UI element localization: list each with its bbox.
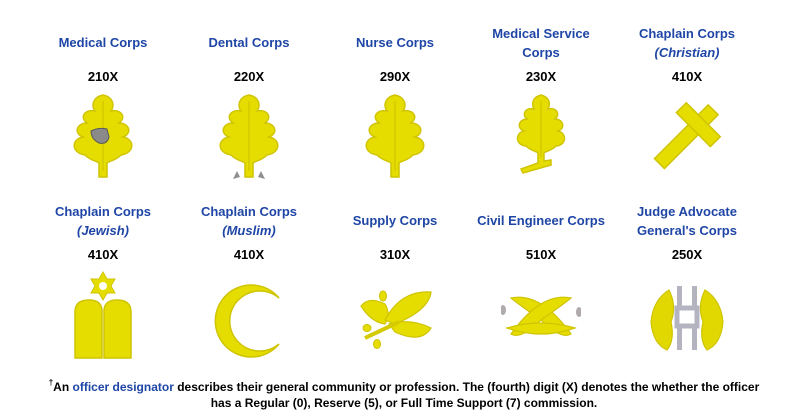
corps-title: Medical Service (492, 26, 590, 41)
designator-code: 230X (525, 69, 557, 84)
corps-title: Dental Corps (208, 35, 290, 50)
designator-code: 210X (87, 69, 119, 84)
corps-title: Nurse Corps (355, 35, 435, 50)
designator-code: 410X (87, 247, 119, 262)
corps-card-nurse: Nurse Corps 290X (320, 33, 470, 178)
designator-code: 410X (233, 247, 265, 262)
corps-title-line2: General's Corps (637, 223, 737, 238)
mill-rind-oak-leaves-insignia-icon (647, 270, 727, 360)
corps-card-medical: Medical Corps 210X (28, 33, 178, 178)
corps-title: Civil Engineer Corps (477, 213, 605, 228)
oak-leaf-insignia-icon (355, 91, 435, 181)
designator-code: 220X (233, 69, 265, 84)
latin-cross-insignia-icon (647, 91, 727, 181)
footnote-line-2: has a Regular (0), Reserve (5), or Full … (210, 396, 598, 410)
corps-title: Chaplain Corps (54, 204, 152, 219)
corps-subtitle: (Muslim) (222, 223, 276, 238)
oak-leaf-acorns-insignia-icon (209, 91, 289, 181)
corps-card-civil-engineer: Civil Engineer Corps 510X (466, 211, 616, 336)
oak-leaf-twig-insignia-icon (501, 91, 581, 181)
corps-card-chaplain-christian: Chaplain Corps (Christian) 410X (612, 24, 762, 170)
footnote-prefix: An (53, 380, 73, 394)
corps-title: Chaplain Corps (638, 26, 736, 41)
tablets-star-of-david-insignia-icon (63, 270, 143, 360)
designator-code: 250X (671, 247, 703, 262)
corps-title: Chaplain Corps (200, 204, 298, 219)
dagger-mark: † (48, 378, 54, 387)
crescent-insignia-icon (209, 270, 289, 360)
footnote-line-1: †An officer designator describes their g… (0, 379, 808, 395)
corps-card-medical-service: Medical Service Corps 230X (466, 24, 616, 174)
designator-code: 410X (671, 69, 703, 84)
corps-title: Supply Corps (352, 213, 438, 228)
designator-code: 510X (525, 247, 557, 262)
corps-card-judge-advocate-general: Judge Advocate General's Corps 250X (612, 202, 762, 351)
corps-card-supply: Supply Corps 310X (320, 211, 470, 349)
oak-leaf-acorn-insignia-icon (63, 91, 143, 181)
corps-title-line2: Corps (522, 45, 560, 60)
corps-card-chaplain-jewish: Chaplain Corps (Jewish) 410X (28, 202, 178, 359)
corps-title: Medical Corps (58, 35, 148, 50)
officer-designator-link[interactable]: officer designator (72, 380, 174, 394)
corps-card-dental: Dental Corps 220X (174, 33, 324, 179)
oak-sprig-acorns-insignia-icon (355, 270, 435, 360)
designator-code: 310X (379, 247, 411, 262)
designator-code: 290X (379, 69, 411, 84)
crossed-oak-sprigs-insignia-icon (501, 270, 581, 360)
corps-card-chaplain-muslim: Chaplain Corps (Muslim) 410X (174, 202, 324, 358)
corps-subtitle: (Jewish) (76, 223, 129, 238)
corps-title: Judge Advocate (637, 204, 737, 219)
footnote: †An officer designator describes their g… (0, 379, 808, 411)
footnote-text: describes their general community or pro… (173, 380, 760, 394)
corps-subtitle: (Christian) (654, 45, 720, 60)
